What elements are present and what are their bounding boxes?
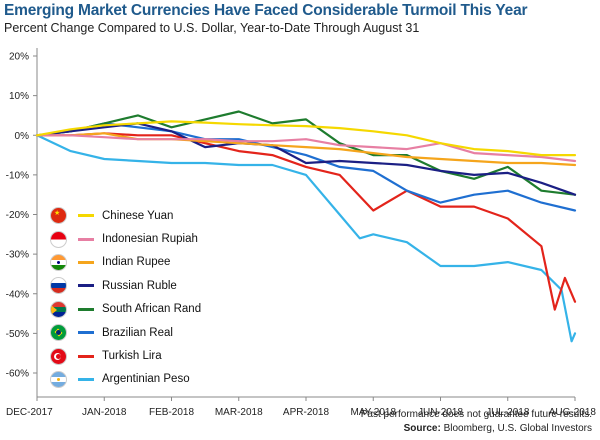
flag-indonesia-icon <box>50 230 67 248</box>
series-line-indonesian-rupiah <box>35 134 577 163</box>
y-tick-label: -60% <box>6 369 29 380</box>
legend-item: South African Rand <box>50 298 230 321</box>
legend-label: Indian Rupee <box>102 256 171 269</box>
series-line-brazilian-real <box>35 122 577 212</box>
legend-label: Russian Ruble <box>102 279 177 292</box>
legend-item: Indian Rupee <box>50 251 230 274</box>
series-line-chinese-yuan <box>35 120 577 157</box>
x-tick-label: JUL-2018 <box>486 407 530 418</box>
flag-argentina-icon <box>50 370 67 388</box>
legend-label: Brazilian Real <box>102 326 173 339</box>
y-tick-label: 10% <box>9 91 29 102</box>
chart-title: Emerging Market Currencies Have Faced Co… <box>4 2 528 19</box>
legend-label: Argentinian Peso <box>102 373 190 386</box>
chart-subtitle: Percent Change Compared to U.S. Dollar, … <box>4 21 420 35</box>
legend-label: Indonesian Rupiah <box>102 233 198 246</box>
x-tick-label: FEB-2018 <box>149 407 194 418</box>
legend-swatch <box>78 307 94 311</box>
x-tick-label: AUG-2018 <box>549 407 597 418</box>
flag-russia-icon <box>50 277 67 295</box>
legend-item: Russian Ruble <box>50 274 230 297</box>
series-line-indian-rupee <box>35 132 577 167</box>
source-note: Source: Bloomberg, U.S. Global Investors <box>404 423 592 434</box>
series-line-argentinian-peso <box>35 134 577 343</box>
performance-disclaimer: Past performance does not guarantee futu… <box>360 409 592 420</box>
x-tick-label: JAN-2018 <box>82 407 127 418</box>
legend-label: Turkish Lira <box>102 350 162 363</box>
legend-item: Argentinian Peso <box>50 368 230 391</box>
x-tick-label: MAY-2018 <box>350 407 396 418</box>
legend-item: ★ Chinese Yuan <box>50 204 230 227</box>
source-label: Source: <box>403 423 441 434</box>
series-line-turkish-lira <box>35 132 577 311</box>
chart-lines <box>35 110 577 343</box>
legend-label: Chinese Yuan <box>102 209 174 222</box>
y-tick-label: 20% <box>9 52 29 63</box>
y-tick-label: -40% <box>6 289 29 300</box>
legend-item: Turkish Lira <box>50 344 230 367</box>
x-tick-label: MAR-2018 <box>215 407 263 418</box>
chart-legend: ★ Chinese Yuan Indonesian Rupiah Indian Rup… <box>50 204 230 391</box>
x-tick-label: DEC-2017 <box>6 407 53 418</box>
legend-swatch <box>78 237 94 241</box>
legend-swatch <box>78 214 94 218</box>
flag-china-icon: ★ <box>50 207 67 225</box>
source-text: Bloomberg, U.S. Global Investors <box>440 423 592 434</box>
y-tick-label: 0% <box>15 131 30 142</box>
legend-swatch <box>78 260 94 264</box>
flag-india-icon <box>50 253 67 271</box>
x-tick-label: JUN-2018 <box>418 407 463 418</box>
legend-swatch <box>78 377 94 381</box>
flag-south-africa-icon <box>50 300 67 318</box>
legend-label: South African Rand <box>102 303 202 316</box>
x-tick-label: APR-2018 <box>283 407 330 418</box>
x-axis: DEC-2017 JAN-2018 FEB-2018 MAR-2018 APR-2018… <box>6 396 597 418</box>
legend-swatch <box>78 331 94 335</box>
flag-brazil-icon <box>50 324 67 342</box>
y-tick-label: -50% <box>6 329 29 340</box>
legend-swatch <box>78 284 94 288</box>
legend-item: Brazilian Real <box>50 321 230 344</box>
legend-item: Indonesian Rupiah <box>50 227 230 250</box>
legend-swatch <box>78 354 94 358</box>
y-tick-label: -10% <box>6 170 29 181</box>
y-axis-ticks: 20% 10% 0% -10% -20% -30% -40% -50% -60% <box>6 52 37 380</box>
y-tick-label: -20% <box>6 210 29 221</box>
y-tick-label: -30% <box>6 250 29 261</box>
flag-turkey-icon <box>50 347 67 365</box>
